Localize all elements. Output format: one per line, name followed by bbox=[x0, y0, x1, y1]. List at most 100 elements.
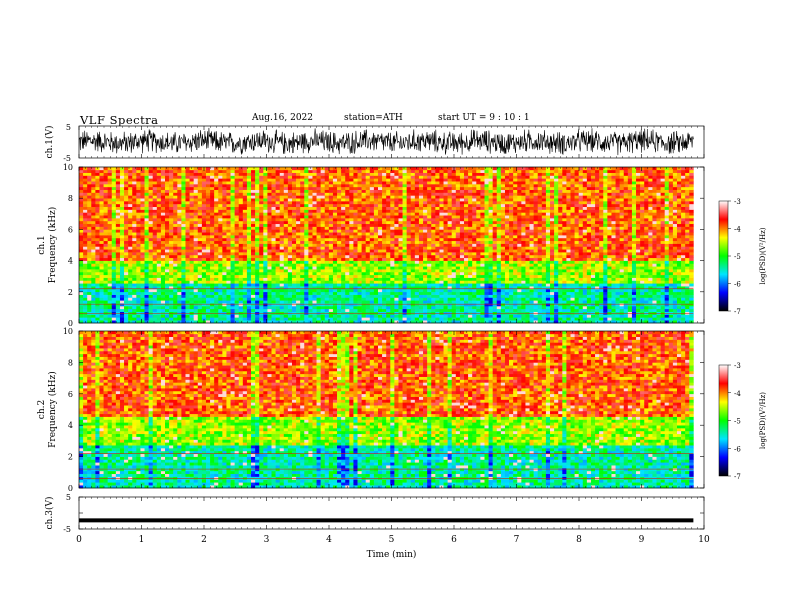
spectrogram-cell bbox=[148, 288, 154, 293]
spectrogram-cell bbox=[332, 237, 338, 242]
spectrogram-cell bbox=[205, 240, 211, 244]
spectrogram-cell bbox=[406, 232, 412, 236]
spectrogram-cell bbox=[87, 288, 92, 293]
spectrogram-cell bbox=[189, 235, 194, 239]
spectrogram-cell bbox=[124, 232, 129, 236]
spectrogram-cell bbox=[287, 260, 293, 264]
spectrogram-cell bbox=[169, 308, 174, 312]
spectrogram-cell bbox=[140, 223, 145, 227]
spectrogram-cell bbox=[406, 212, 412, 216]
spectrogram-cell bbox=[83, 314, 88, 318]
spectrogram-cell bbox=[132, 303, 137, 307]
spectrogram-cell bbox=[185, 260, 190, 264]
spectrogram-cell bbox=[128, 198, 133, 202]
spectrogram-cell bbox=[308, 232, 313, 236]
spectrogram-cell bbox=[144, 274, 149, 278]
spectrogram-cell bbox=[169, 252, 174, 256]
spectrogram-cell bbox=[279, 280, 285, 284]
spectrogram-cell bbox=[300, 178, 305, 182]
spectrogram-cell bbox=[431, 294, 436, 298]
spectrogram-cell bbox=[279, 249, 285, 253]
spectrogram-cell bbox=[390, 303, 395, 307]
spectrogram-cell bbox=[140, 169, 145, 173]
spectrogram-cell bbox=[300, 169, 305, 173]
spectrogram-cell bbox=[275, 206, 280, 210]
spectrogram-cell bbox=[296, 311, 301, 315]
spectrogram-cell bbox=[132, 215, 137, 219]
spectrogram-cell bbox=[267, 260, 272, 264]
spectrogram-cell bbox=[222, 184, 227, 188]
spectrogram-cell bbox=[173, 201, 178, 205]
spectrogram-cell bbox=[177, 246, 182, 250]
spectrogram-cell bbox=[79, 212, 84, 216]
spectrogram-cell bbox=[304, 229, 309, 233]
spectrogram-cell bbox=[160, 235, 166, 239]
spectrogram-cell bbox=[349, 181, 354, 185]
spectrogram-cell bbox=[390, 274, 395, 278]
spectrogram-cell bbox=[255, 305, 260, 310]
spectrogram-cell bbox=[312, 220, 317, 225]
spectrogram-cell bbox=[300, 189, 305, 193]
spectrogram-cell bbox=[205, 243, 211, 247]
spectrogram-cell bbox=[382, 274, 387, 278]
spectrogram-cell bbox=[390, 297, 395, 301]
spectrogram-cell bbox=[87, 169, 92, 173]
spectrogram-cell bbox=[115, 249, 121, 253]
spectrogram-cell bbox=[193, 317, 199, 321]
spectrogram-cell bbox=[222, 218, 227, 222]
spectrogram-cell bbox=[357, 260, 362, 264]
station-label: station=ATH bbox=[344, 113, 403, 123]
spectrogram-cell bbox=[427, 252, 432, 256]
spectrogram-cell bbox=[337, 220, 342, 225]
spectrogram-cell bbox=[160, 297, 166, 301]
spectrogram-cell bbox=[177, 320, 182, 324]
spectrogram-cell bbox=[181, 286, 186, 290]
spectrogram-cell bbox=[205, 232, 211, 236]
spectrogram-cell bbox=[210, 257, 215, 261]
spectrogram-cell bbox=[263, 249, 268, 253]
spectrogram-cell bbox=[205, 172, 211, 176]
spectrogram-cell bbox=[140, 266, 145, 270]
spectrogram-cell bbox=[279, 260, 285, 264]
spectrogram-cell bbox=[152, 311, 158, 315]
spectrogram-cell bbox=[414, 288, 420, 293]
spectrogram-cell bbox=[238, 314, 244, 318]
spectrogram-cell bbox=[263, 215, 268, 219]
spectrogram-cell bbox=[181, 195, 186, 199]
spectrogram-cell bbox=[218, 271, 223, 276]
spectrogram-cell bbox=[324, 206, 330, 210]
spectrogram-cell bbox=[394, 223, 399, 227]
spectrogram-cell bbox=[205, 229, 211, 233]
spectrogram-cell bbox=[390, 263, 395, 267]
spectrogram-cell bbox=[402, 305, 407, 310]
spectrogram-cell bbox=[341, 288, 346, 293]
spectrogram-cell bbox=[177, 235, 182, 239]
spectrogram-cell bbox=[300, 320, 305, 324]
spectrogram-cell bbox=[386, 252, 391, 256]
spectrogram-cell bbox=[267, 175, 272, 179]
spectrogram-cell bbox=[304, 249, 309, 253]
spectrogram-cell bbox=[275, 297, 280, 301]
spectrogram-cell bbox=[107, 314, 113, 318]
spectrogram-cell bbox=[169, 246, 174, 250]
spectrogram-cell bbox=[173, 246, 178, 250]
spectrogram-cell bbox=[144, 240, 149, 244]
spectrogram-cell bbox=[316, 314, 321, 318]
spectrogram-cell bbox=[226, 260, 231, 264]
spectrogram-cell bbox=[140, 269, 145, 273]
spectrogram-cell bbox=[386, 246, 391, 250]
spectrogram-cell bbox=[304, 311, 309, 315]
spectrogram-cell bbox=[218, 181, 223, 185]
spectrogram-cell bbox=[87, 246, 92, 250]
spectrogram-cell bbox=[402, 294, 407, 298]
spectrogram-cell bbox=[136, 317, 141, 321]
spectrogram-cell bbox=[222, 209, 227, 213]
spectrogram-cell bbox=[124, 311, 129, 315]
spectrogram-cell bbox=[251, 314, 256, 318]
spectrogram-cell bbox=[300, 232, 305, 236]
spectrogram-cell bbox=[406, 229, 412, 233]
spectrogram-cell bbox=[205, 283, 211, 287]
spectrogram-cell bbox=[345, 260, 350, 264]
spectrogram-cell bbox=[124, 286, 129, 290]
spectrogram-cell bbox=[431, 320, 436, 324]
